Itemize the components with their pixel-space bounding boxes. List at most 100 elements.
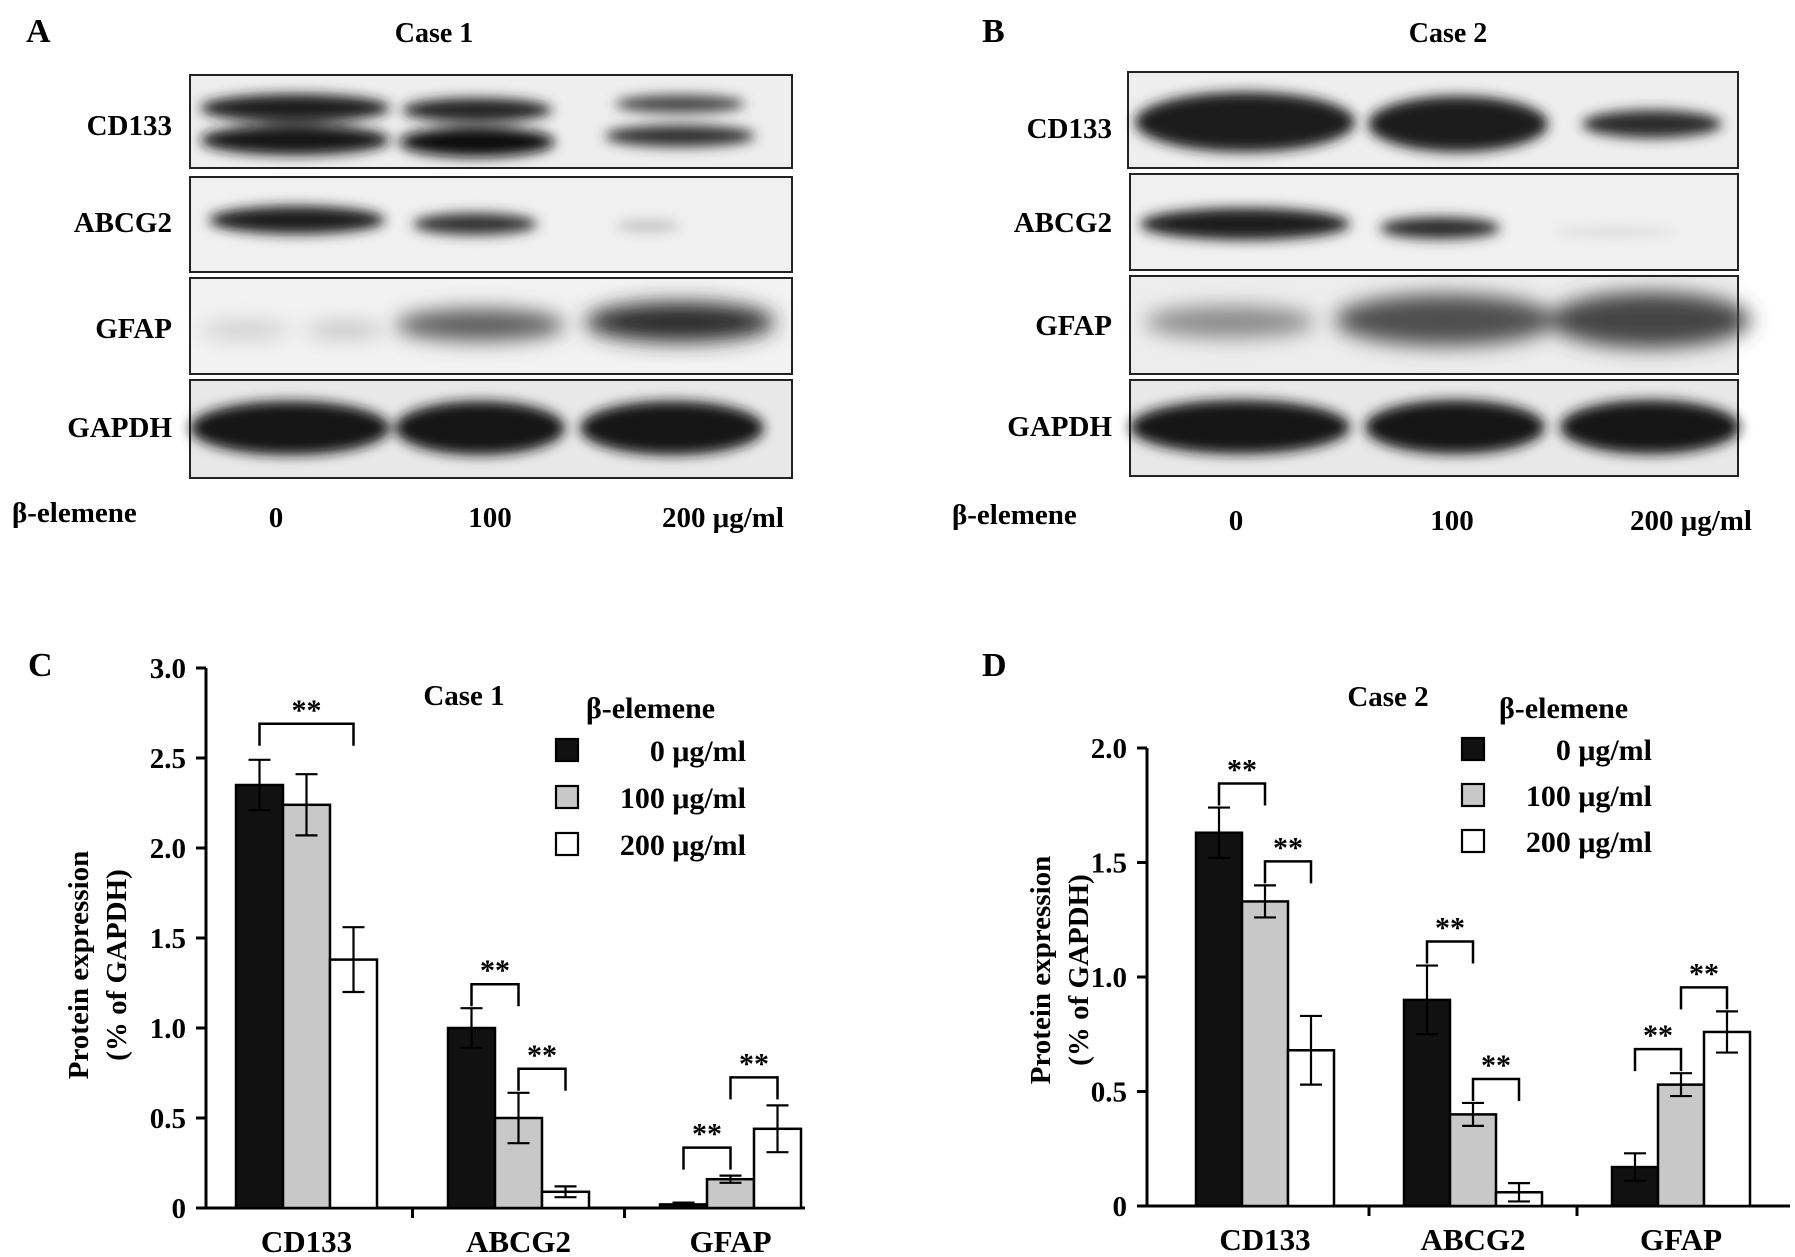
significance-bracket	[1263, 860, 1313, 884]
y-tick-label: 3.0	[150, 653, 186, 685]
significance-bracket	[1217, 782, 1267, 806]
blot-strip-abcg2-a	[189, 176, 793, 273]
dose-label-a-0: 0	[269, 502, 284, 534]
blot-strip-cd133-a	[189, 74, 793, 169]
bar	[281, 803, 332, 1210]
row-label-gfap-b: GFAP	[1035, 310, 1112, 342]
y-axis-label-c: Protein expression (% of GAPDH)	[63, 851, 133, 1080]
legend-label: 100 μg/ml	[620, 782, 746, 815]
dose-label-a-1: 100	[468, 502, 512, 534]
y-axis-label-d: Protein expression (% of GAPDH)	[1025, 856, 1095, 1085]
dose-label-b-0: 0	[1229, 505, 1244, 537]
y-tick-label: 1.5	[150, 923, 186, 955]
x-category-label: GFAP	[689, 1224, 771, 1257]
blot-title-b: Case 2	[1409, 18, 1488, 49]
significance-bracket	[1633, 1047, 1683, 1072]
bar	[1656, 1083, 1706, 1208]
x-category-label: CD133	[261, 1224, 352, 1257]
panel-letter-b: B	[982, 13, 1005, 50]
dose-label-b-1: 100	[1430, 505, 1474, 537]
blot-strip-gapdh-a	[189, 379, 793, 479]
significance-marker: **	[1689, 957, 1719, 990]
y-axis-label-line: (% of GAPDH)	[1063, 874, 1095, 1066]
significance-marker: **	[739, 1047, 769, 1080]
blot-strip-gfap-a	[189, 277, 793, 375]
y-tick-label: 2.0	[150, 833, 186, 865]
y-tick-label: 0	[172, 1193, 187, 1225]
chart-title-d: Case 2	[1347, 681, 1428, 713]
legend-label: 200 μg/ml	[1526, 826, 1652, 859]
blot-panel-a: A Case 1	[12, 13, 793, 534]
significance-bracket	[1425, 940, 1475, 964]
significance-bracket	[1679, 986, 1729, 1010]
chart-title-c: Case 1	[423, 680, 504, 712]
y-axis-label-line: Protein expression	[63, 851, 95, 1080]
significance-bracket	[258, 722, 355, 746]
y-tick-label: 1.5	[1091, 848, 1127, 880]
blot-strip-cd133-b	[1127, 71, 1739, 169]
row-label-gapdh-a: GAPDH	[67, 412, 172, 444]
legend-swatch	[554, 784, 580, 810]
legend-swatch	[554, 737, 580, 763]
significance-bracket	[1471, 1077, 1521, 1101]
x-category-label: ABCG2	[1420, 1222, 1525, 1257]
significance-bracket	[517, 1067, 567, 1091]
y-tick-label: 2.0	[1091, 733, 1127, 765]
significance-bracket	[729, 1076, 779, 1100]
y-tick-label: 2.5	[150, 743, 186, 775]
panel-letter-d: D	[982, 647, 1007, 684]
y-axis-label-line: Protein expression	[1025, 856, 1057, 1085]
legend-label: 0 μg/ml	[1556, 734, 1652, 767]
row-label-cd133-a: CD133	[87, 110, 172, 142]
row-label-gfap-a: GFAP	[95, 313, 172, 345]
significance-marker: **	[1227, 754, 1257, 787]
y-tick-label: 0.5	[150, 1103, 186, 1135]
x-category-label: GFAP	[1640, 1222, 1722, 1257]
dose-label-a-2: 200 μg/ml	[662, 502, 784, 534]
bar	[1448, 1113, 1498, 1208]
row-label-gapdh-b: GAPDH	[1007, 411, 1112, 443]
panel-letter-c: C	[28, 647, 53, 684]
bar	[446, 1026, 497, 1210]
x-category-label: ABCG2	[466, 1224, 571, 1257]
significance-marker: **	[1435, 912, 1465, 945]
significance-marker: **	[1481, 1049, 1511, 1082]
bar	[1240, 900, 1290, 1208]
bar-chart-c: C Case 1 Protein expression (% of GAPDH) 0 0.…	[28, 647, 805, 1257]
row-label-abcg2-b: ABCG2	[1014, 207, 1112, 239]
row-label-cd133-b: CD133	[1027, 113, 1112, 145]
significance-marker: **	[527, 1039, 557, 1072]
significance-marker: **	[692, 1118, 722, 1151]
legend-label: 0 μg/ml	[650, 735, 746, 768]
blot-title-a: Case 1	[395, 18, 474, 49]
x-category-label: CD133	[1219, 1222, 1310, 1257]
significance-marker: **	[1273, 831, 1303, 864]
bar-chart-d: D Case 2 Protein expression (% of GAPDH) 0 0.…	[982, 647, 1790, 1257]
y-tick-label: 1.0	[1091, 962, 1127, 994]
legend-label: 100 μg/ml	[1526, 780, 1652, 813]
significance-marker: **	[1643, 1019, 1673, 1052]
significance-bracket	[682, 1146, 732, 1170]
legend-swatch	[1460, 782, 1486, 808]
y-axis-label-line: (% of GAPDH)	[101, 869, 133, 1061]
blot-strip-gfap-b	[1129, 275, 1750, 375]
blot-strip-abcg2-b	[1129, 173, 1739, 271]
bar	[1702, 1030, 1752, 1208]
significance-marker: **	[292, 694, 322, 727]
blot-panel-b: B Case 2	[952, 13, 1752, 537]
bar	[234, 783, 285, 1210]
row-label-abcg2-a: ABCG2	[74, 207, 172, 239]
dose-label-b-2: 200 μg/ml	[1630, 505, 1752, 537]
treatment-label-a: β-elemene	[12, 497, 137, 529]
blot-strip-gapdh-b	[1129, 379, 1740, 477]
bar	[1194, 831, 1244, 1208]
significance-bracket	[470, 982, 520, 1007]
y-tick-label: 0.5	[1091, 1077, 1127, 1109]
legend-swatch	[554, 831, 580, 857]
significance-marker: **	[480, 954, 510, 987]
bar	[328, 958, 379, 1210]
legend-label: 200 μg/ml	[620, 829, 746, 862]
legend-title-d: β-elemene	[1499, 692, 1628, 725]
panel-letter-a: A	[26, 13, 51, 50]
